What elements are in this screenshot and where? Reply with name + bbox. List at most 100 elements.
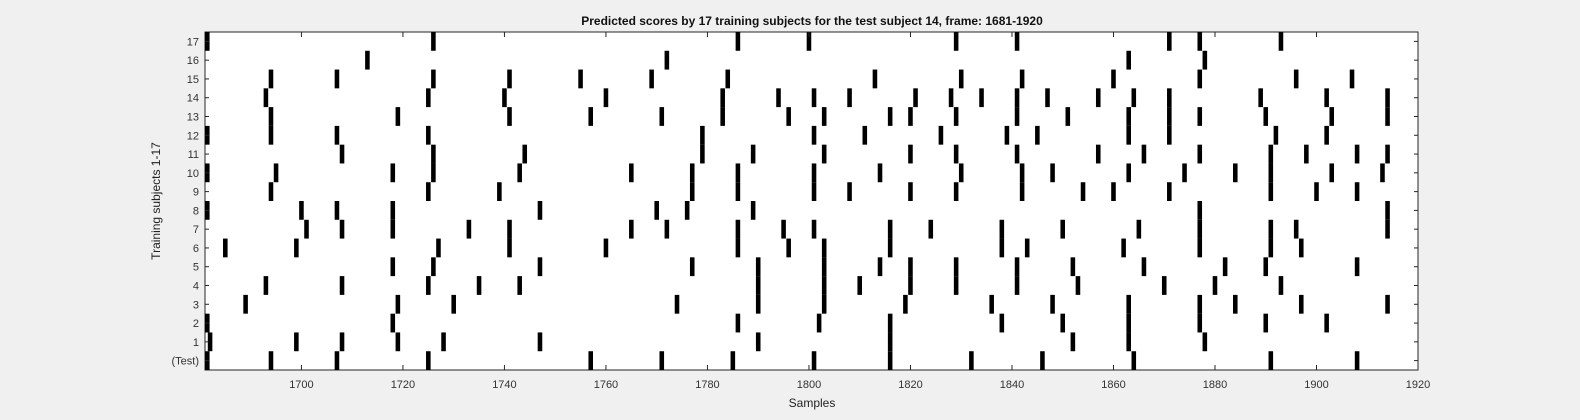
event-mark: [948, 88, 954, 108]
event-mark: [1212, 276, 1218, 295]
event-mark: [1233, 294, 1238, 314]
event-mark: [339, 332, 345, 352]
event-mark: [1045, 88, 1050, 108]
event-mark: [913, 88, 918, 108]
event-mark: [903, 294, 908, 314]
event-mark: [294, 332, 299, 352]
event-mark: [1268, 144, 1274, 164]
event-mark: [1167, 88, 1172, 108]
event-mark: [953, 144, 959, 164]
event-mark: [821, 294, 827, 314]
event-mark: [1126, 313, 1131, 333]
event-mark: [1024, 238, 1030, 258]
event-mark: [1197, 107, 1203, 126]
event-mark: [441, 332, 446, 352]
event-mark: [431, 257, 436, 277]
event-mark: [908, 276, 913, 295]
event-mark: [908, 107, 913, 126]
event-mark: [811, 219, 817, 239]
event-mark: [684, 201, 690, 220]
y-tick-label: 17: [187, 36, 199, 48]
event-mark: [1222, 257, 1228, 277]
y-tick-label: 8: [193, 205, 199, 217]
event-mark: [735, 32, 741, 51]
event-mark: [1095, 88, 1101, 108]
event-mark: [730, 351, 736, 370]
event-mark: [735, 163, 741, 183]
event-mark: [334, 351, 340, 370]
event-mark: [1354, 351, 1360, 370]
y-tick-label: (Test): [172, 356, 200, 368]
event-mark: [1197, 144, 1203, 164]
event-mark: [1278, 32, 1284, 51]
event-mark: [999, 238, 1005, 258]
y-tick-label: 12: [187, 130, 199, 142]
event-mark: [1182, 163, 1187, 183]
event-mark: [1141, 144, 1147, 164]
event-mark: [390, 163, 396, 183]
event-mark: [781, 219, 786, 239]
x-tick-label: 1860: [1101, 379, 1125, 391]
event-mark: [1298, 294, 1304, 314]
event-mark: [1014, 88, 1020, 108]
event-mark: [1126, 125, 1131, 145]
event-mark: [1268, 219, 1274, 239]
event-mark: [365, 50, 370, 70]
event-mark: [1167, 182, 1172, 201]
event-mark: [887, 107, 893, 126]
event-mark: [1385, 201, 1390, 220]
event-mark: [811, 351, 817, 370]
event-mark: [1060, 313, 1066, 333]
event-mark: [776, 88, 781, 108]
event-mark: [1329, 163, 1335, 183]
x-tick-label: 1820: [898, 379, 922, 391]
event-mark: [426, 351, 431, 370]
event-mark: [786, 107, 791, 126]
event-mark: [1304, 144, 1309, 164]
event-mark: [339, 219, 345, 239]
event-mark: [1019, 182, 1025, 201]
event-mark: [689, 182, 695, 201]
event-mark: [334, 201, 340, 220]
event-mark: [1019, 163, 1025, 183]
x-tick-label: 1920: [1406, 379, 1430, 391]
event-mark: [887, 332, 893, 352]
event-mark: [431, 32, 436, 51]
event-mark: [1126, 332, 1131, 352]
event-mark: [273, 163, 279, 183]
event-mark: [1095, 144, 1101, 164]
event-mark: [755, 294, 761, 314]
event-mark: [578, 69, 583, 89]
event-mark: [755, 332, 761, 352]
event-mark: [1167, 107, 1172, 126]
event-mark: [725, 69, 731, 89]
event-mark: [999, 313, 1005, 333]
event-mark: [507, 69, 512, 89]
event-mark: [1349, 69, 1355, 89]
event-mark: [537, 201, 543, 220]
event-mark: [1293, 69, 1299, 89]
event-mark: [654, 201, 659, 220]
event-mark: [989, 294, 994, 314]
event-mark: [497, 182, 502, 201]
event-mark: [1035, 125, 1040, 145]
event-mark: [1324, 313, 1329, 333]
event-mark: [395, 107, 401, 126]
event-mark: [958, 69, 964, 89]
event-mark: [750, 201, 756, 220]
event-mark: [431, 69, 436, 89]
event-mark: [507, 219, 512, 239]
event-mark: [700, 144, 705, 164]
event-mark: [953, 276, 959, 295]
event-mark: [953, 257, 959, 277]
event-mark: [821, 144, 827, 164]
event-mark: [1070, 332, 1076, 352]
event-mark: [700, 125, 705, 145]
event-mark: [664, 219, 670, 239]
event-mark: [517, 163, 522, 183]
event-mark: [649, 69, 654, 89]
event-mark: [720, 107, 725, 126]
event-mark: [806, 32, 812, 51]
event-mark: [1050, 294, 1055, 314]
event-mark: [1019, 69, 1025, 89]
